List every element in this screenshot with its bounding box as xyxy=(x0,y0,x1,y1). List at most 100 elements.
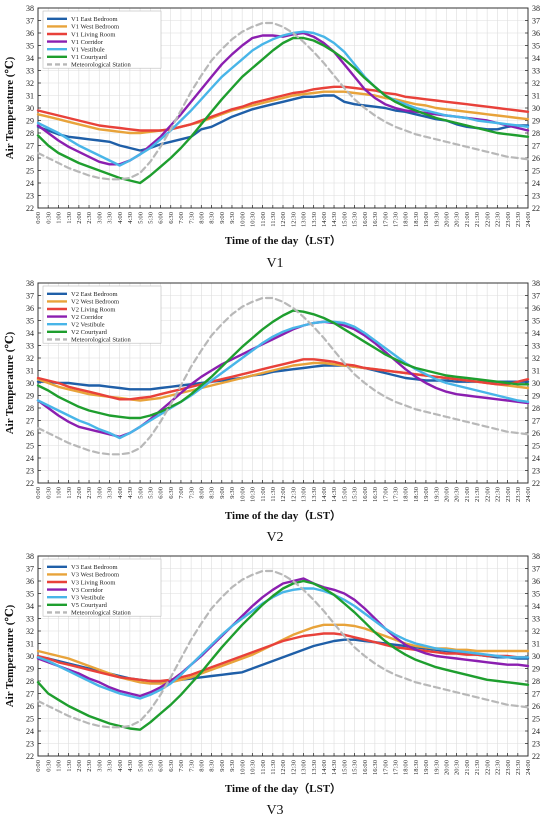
y-axis-title: Air Temperature (℃) xyxy=(4,604,16,707)
series-line-v1-living-room xyxy=(36,85,530,132)
x-tick-label: 21:30 xyxy=(474,759,481,775)
x-tick-label: 8:00 xyxy=(199,211,206,223)
y-tick-label: 26 xyxy=(26,702,34,711)
x-tick-label: 9:30 xyxy=(229,486,236,498)
y-tick-label-right: 28 xyxy=(532,677,540,686)
y-tick-label-right: 32 xyxy=(532,79,540,88)
y-tick-label-right: 38 xyxy=(532,552,540,561)
chart-panel-v1: 22 22 23 23 24 24 25 25 26 26 27 27 28 28 29 29 30 30 31 31… xyxy=(0,0,550,274)
x-tick-label: 23:30 xyxy=(515,759,522,775)
x-tick-label: 17:00 xyxy=(382,486,389,502)
x-tick-label: 1:00 xyxy=(56,486,63,498)
y-tick-label: 28 xyxy=(26,677,34,686)
chart-svg-v2: 22 22 23 23 24 24 25 25 26 26 27 27 28 28 29 29 30 30 31 31… xyxy=(4,279,540,522)
y-tick-label: 23 xyxy=(26,192,34,201)
legend-entry: V2 Courtyard xyxy=(71,329,108,336)
y-tick-label: 30 xyxy=(26,652,34,661)
y-tick-label-right: 27 xyxy=(532,417,540,426)
series-line-meteorological-station xyxy=(36,569,530,729)
x-tick-label: 3:30 xyxy=(107,211,114,223)
x-tick-label: 16:30 xyxy=(372,211,379,227)
y-tick-label: 36 xyxy=(26,304,34,313)
x-tick-label: 10:00 xyxy=(239,759,246,775)
x-tick-label: 12:00 xyxy=(280,211,287,227)
x-tick-label: 12:30 xyxy=(290,211,297,227)
x-tick-label: 11:00 xyxy=(260,211,267,226)
y-tick-label-right: 30 xyxy=(532,104,540,113)
y-tick-label: 38 xyxy=(26,279,34,288)
x-tick-label: 6:00 xyxy=(158,759,165,771)
x-tick-label: 1:00 xyxy=(56,211,63,223)
x-tick-label: 1:00 xyxy=(56,759,63,771)
series-line-v2-living-room xyxy=(36,358,530,401)
x-tick-label: 6:30 xyxy=(168,211,175,223)
y-tick-label: 24 xyxy=(26,727,34,736)
x-tick-label: 23:00 xyxy=(505,486,512,502)
x-tick-label: 16:00 xyxy=(362,759,369,775)
x-tick-label: 12:00 xyxy=(280,486,287,502)
x-tick-label: 3:00 xyxy=(96,486,103,498)
x-tick-label: 22:30 xyxy=(495,486,502,502)
y-tick-label-right: 38 xyxy=(532,4,540,13)
y-tick-label-right: 31 xyxy=(532,92,540,101)
x-tick-label: 13:30 xyxy=(311,211,318,227)
y-axis-title: Air Temperature (℃) xyxy=(4,56,16,159)
x-tick-label: 11:30 xyxy=(270,211,277,226)
y-tick-label-right: 22 xyxy=(532,752,540,761)
y-tick-label: 23 xyxy=(26,740,34,749)
x-tick-label: 18:30 xyxy=(413,486,420,502)
x-tick-label: 0:30 xyxy=(45,759,52,771)
x-tick-label: 15:00 xyxy=(341,759,348,775)
x-tick-label: 19:30 xyxy=(433,486,440,502)
y-tick-label-right: 34 xyxy=(532,602,540,611)
chart-svg-v3: 22 22 23 23 24 24 25 25 26 26 27 27 28 28 29 29 30 30 31 31… xyxy=(4,552,540,795)
y-tick-label: 26 xyxy=(26,429,34,438)
x-tick-label: 14:00 xyxy=(321,211,328,227)
x-tick-label: 17:00 xyxy=(382,759,389,775)
series-line-v3-living-room xyxy=(36,632,530,683)
y-tick-label: 27 xyxy=(26,690,34,699)
x-tick-label: 22:00 xyxy=(484,211,491,227)
series-line-v1-courtyard xyxy=(36,36,530,185)
y-tick-label: 37 xyxy=(26,17,34,26)
y-tick-label: 36 xyxy=(26,29,34,38)
y-tick-label-right: 22 xyxy=(532,204,540,213)
y-tick-label: 24 xyxy=(26,179,34,188)
y-tick-label-right: 29 xyxy=(532,392,540,401)
x-tick-label: 14:30 xyxy=(331,486,338,502)
x-tick-label: 19:00 xyxy=(423,759,430,775)
x-tick-label: 4:00 xyxy=(117,211,124,223)
x-tick-label: 15:30 xyxy=(352,211,359,227)
y-tick-label-right: 23 xyxy=(532,740,540,749)
y-tick-label: 25 xyxy=(26,442,34,451)
y-tick-label: 38 xyxy=(26,552,34,561)
x-tick-label: 13:00 xyxy=(301,211,308,227)
x-tick-label: 16:30 xyxy=(372,759,379,775)
y-tick-label-right: 24 xyxy=(532,727,540,736)
y-tick-label-right: 25 xyxy=(532,715,540,724)
chart-panel-v2: 22 22 23 23 24 24 25 25 26 26 27 27 28 28 29 29 30 30 31 31… xyxy=(0,275,550,549)
x-tick-label: 4:00 xyxy=(117,759,124,771)
x-tick-label: 10:30 xyxy=(250,211,257,227)
x-tick-label: 23:00 xyxy=(505,211,512,227)
y-tick-label-right: 23 xyxy=(532,467,540,476)
y-tick-label: 31 xyxy=(26,640,34,649)
y-tick-label-right: 25 xyxy=(532,167,540,176)
legend-entry: V3 Corridor xyxy=(71,587,104,594)
y-tick-label: 28 xyxy=(26,129,34,138)
y-tick-label-right: 36 xyxy=(532,304,540,313)
x-tick-label: 21:00 xyxy=(464,759,471,775)
x-tick-label: 17:00 xyxy=(382,211,389,227)
y-tick-label-right: 30 xyxy=(532,379,540,388)
legend-entry: V2 Corridor xyxy=(71,314,104,321)
x-tick-label: 20:00 xyxy=(444,211,451,227)
x-tick-label: 10:00 xyxy=(239,211,246,227)
y-tick-label: 27 xyxy=(26,142,34,151)
x-tick-label: 8:00 xyxy=(199,486,206,498)
y-tick-label-right: 22 xyxy=(532,479,540,488)
x-tick-label: 18:00 xyxy=(403,211,410,227)
x-tick-label: 19:00 xyxy=(423,211,430,227)
series-line-v3-vestibule xyxy=(36,587,530,700)
y-tick-label: 26 xyxy=(26,154,34,163)
y-tick-label-right: 36 xyxy=(532,29,540,38)
